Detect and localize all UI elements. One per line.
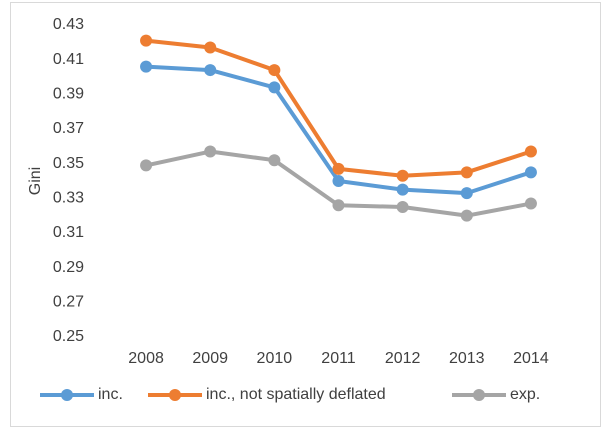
data-point [396,183,409,196]
data-point [460,187,473,200]
y-tick-label: 0.29 [53,259,84,276]
x-tick-label: 2011 [321,350,356,367]
y-axis-label: Gini [27,167,44,195]
x-tick-label: 2008 [128,350,164,367]
data-point [268,154,281,167]
data-point [140,60,153,73]
data-point [204,64,217,77]
data-point [204,145,217,158]
y-tick-label: 0.39 [53,86,84,103]
legend-label: exp. [510,386,540,403]
data-point [204,41,217,54]
legend-marker [169,389,181,401]
y-tick-label: 0.41 [53,51,84,68]
legend-label: inc., not spatially deflated [206,386,386,403]
data-point [332,162,345,175]
y-tick-label: 0.37 [53,120,84,137]
data-point [268,64,281,77]
data-point [460,209,473,222]
data-point [524,197,537,210]
y-tick-label: 0.33 [53,190,84,207]
x-tick-label: 2010 [257,350,293,367]
data-point [140,159,153,172]
data-point [332,199,345,212]
y-tick-label: 0.31 [53,224,84,241]
data-point [396,201,409,213]
y-tick-label: 0.43 [53,16,84,33]
x-tick-label: 2014 [513,350,549,367]
data-point [332,175,345,187]
legend-label: inc. [98,386,123,403]
x-tick-label: 2009 [192,350,228,367]
x-tick-label: 2013 [449,350,485,367]
data-point [524,145,537,158]
y-tick-label: 0.25 [53,328,84,345]
data-point [140,34,153,47]
y-tick-label: 0.27 [53,294,84,311]
legend-marker [473,389,485,401]
y-tick-label: 0.35 [53,155,84,172]
data-point [524,166,537,179]
data-point [268,81,281,94]
data-point [396,169,409,182]
x-tick-label: 2012 [385,350,421,367]
legend-marker [61,389,73,401]
data-point [460,166,473,179]
chart-frame [10,2,601,427]
